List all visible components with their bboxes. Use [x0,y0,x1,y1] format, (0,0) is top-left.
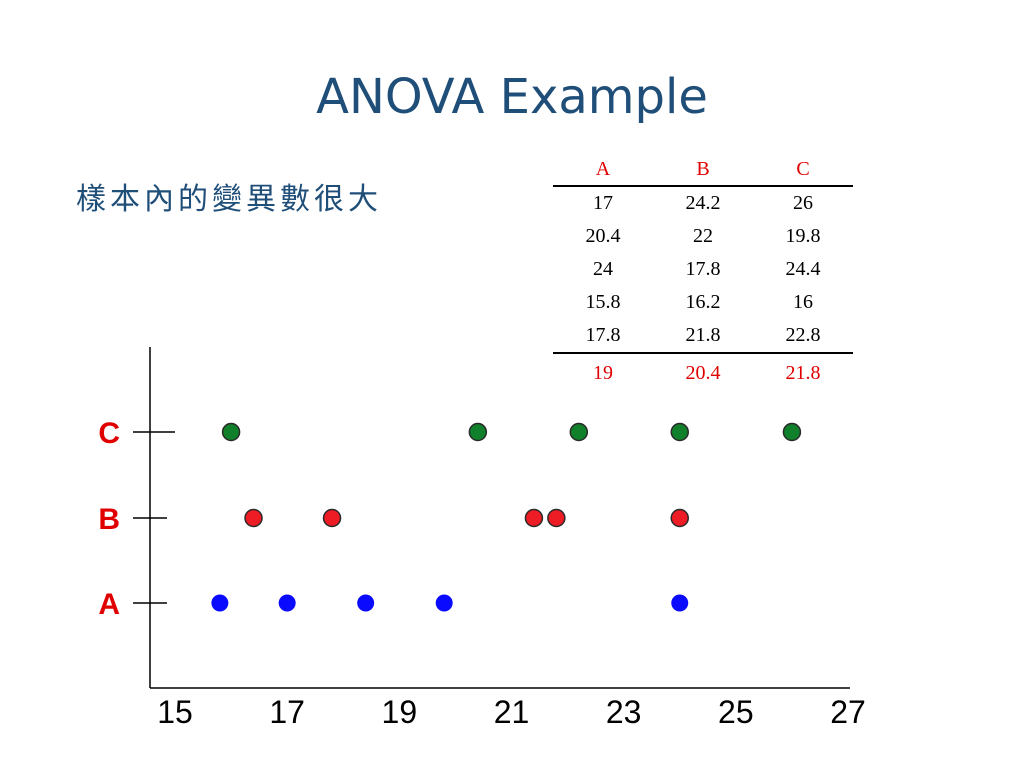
table-header-cell: A [553,154,653,187]
x-tick-label: 19 [382,694,418,730]
x-tick-label: 27 [830,694,866,730]
table-row: 20.4 22 19.8 [553,220,853,253]
x-tick-label: 21 [494,694,530,730]
data-point-b [524,508,544,528]
table-header-cell: C [753,154,853,187]
table-cell: 21.8 [653,319,753,354]
data-point-c [569,422,589,442]
x-tick-label: 23 [606,694,642,730]
table-cell: 24 [593,258,613,280]
data-point-c [468,422,488,442]
category-label-b: B [98,503,120,536]
table-row: 17.8 21.8 22.8 [553,319,853,354]
table-cell: 24.2 [685,192,721,214]
slide-title: ANOVA Example [316,69,708,125]
table-row: 15.8 16.2 16 [553,286,853,319]
data-table: A B C 17 24.2 26 20.4 22 19.8 24 17.8 24… [553,154,853,392]
data-point-c [221,422,241,442]
table-cell: 16.2 [685,291,721,313]
data-point-a [671,594,689,612]
x-tick-label: 17 [269,694,305,730]
table-header-row: A B C [553,154,853,187]
table-cell: 22.8 [753,319,853,354]
data-point-b [244,508,263,528]
table-cell: 17.8 [553,319,653,354]
slide-subtitle: 樣本內的變異數很大 [76,182,382,217]
table-cell: 24.4 [785,258,821,280]
table-row: 17 24.2 26 [553,186,853,220]
table-cell: 17.8 [685,258,721,280]
table-cell: 20.4 [585,225,621,247]
data-point-b [322,508,342,528]
x-tick-label: 15 [157,694,193,730]
data-point-b [670,508,689,528]
mean-cell: 19 [593,361,613,384]
mean-cell: 20.4 [685,361,721,384]
data-point-a [211,594,229,612]
category-label-a: A [98,588,120,621]
table-cell: 22 [693,225,713,247]
data-point-c [782,422,802,442]
mean-cell: 21.8 [785,361,821,384]
table-cell: 16 [793,291,813,313]
table-cell: 19.8 [785,225,821,247]
data-point-a [278,594,296,612]
x-tick-label: 25 [718,694,754,730]
data-point-b [547,508,566,528]
data-point-c [670,422,689,442]
data-point-a [357,594,375,612]
data-point-a [435,594,453,612]
table-cell: 15.8 [585,291,621,313]
table-row: 24 17.8 24.4 [553,253,853,286]
table-cell: 26 [793,192,813,214]
table-means-row: 19 20.4 21.8 [553,353,853,392]
category-label-c: C [98,417,120,450]
table-header-cell: B [653,154,753,187]
table-cell: 17 [593,192,613,214]
